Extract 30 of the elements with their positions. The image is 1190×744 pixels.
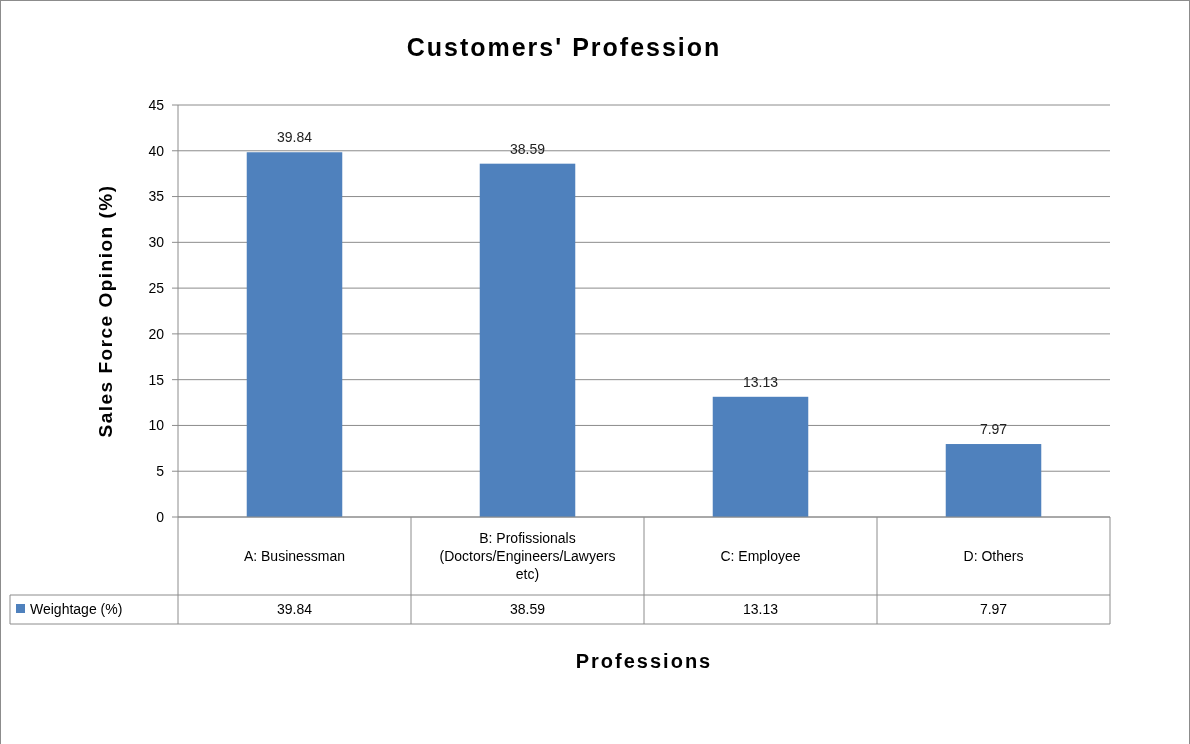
- x-axis-title: Professions: [575, 650, 713, 672]
- y-tick-label: 20: [148, 325, 165, 342]
- y-tick-label: 10: [148, 417, 165, 434]
- text: 38.59: [509, 601, 546, 618]
- bar: [479, 163, 576, 517]
- bar: [712, 396, 809, 517]
- bar: [246, 152, 343, 517]
- legend-label: Weightage (%): [30, 601, 123, 618]
- text: 39.84: [276, 601, 313, 618]
- bar: [945, 444, 1042, 517]
- data-label: 39.84: [276, 129, 313, 146]
- data-label: 13.13: [742, 373, 779, 390]
- y-axis-title: Sales Force Opinion (%): [95, 184, 116, 438]
- y-tick-label: 25: [148, 280, 165, 297]
- data-label: 7.97: [979, 421, 1008, 438]
- y-tick-label: 40: [148, 142, 165, 159]
- y-tick-label: 30: [148, 234, 165, 251]
- text: 7.97: [979, 601, 1008, 618]
- y-tick-label: 0: [156, 508, 165, 525]
- x-tick-label: A: Businessman: [243, 547, 346, 564]
- data-label: 38.59: [509, 140, 546, 157]
- x-tick-label: C: Employee: [720, 547, 801, 564]
- y-tick-label: 35: [148, 188, 165, 205]
- y-tick-label: 45: [148, 96, 165, 113]
- chart-title: Customers' Profession: [406, 33, 722, 61]
- y-tick-label: 5: [156, 463, 165, 480]
- x-tick-label: D: Others: [963, 547, 1024, 564]
- text: 13.13: [742, 601, 779, 618]
- x-tick-label: B: Profissionals (Doctors/Engineers/Lawyers etc): [439, 529, 616, 582]
- y-tick-label: 15: [148, 371, 165, 388]
